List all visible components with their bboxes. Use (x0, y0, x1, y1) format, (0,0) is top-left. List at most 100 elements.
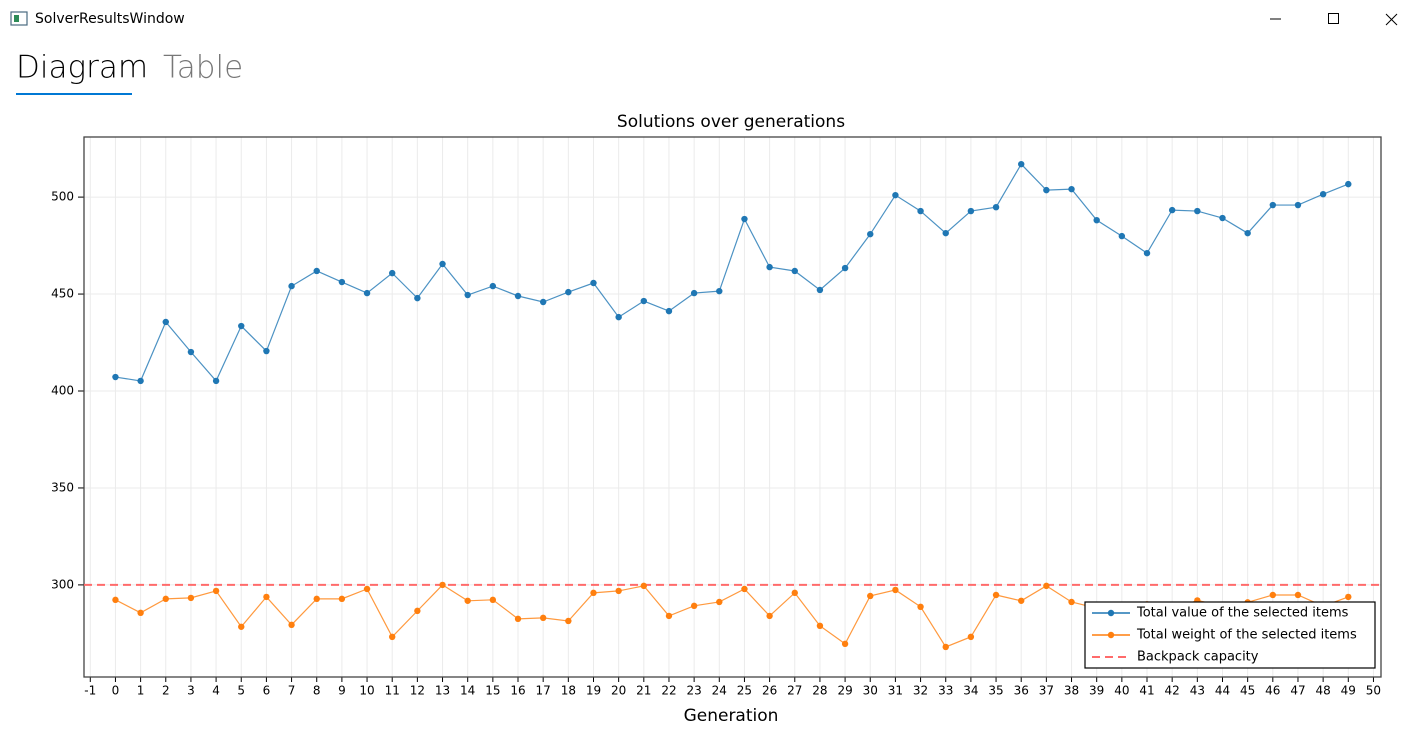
x-tick-label: 14 (460, 684, 475, 698)
legend: Total value of the selected items Total w… (1084, 601, 1376, 669)
legend-marker (1107, 631, 1115, 639)
data-point (942, 229, 949, 237)
data-point (1345, 180, 1352, 188)
x-tick-label: 21 (636, 684, 651, 698)
x-tick-label: 28 (812, 684, 827, 698)
x-tick-label: 11 (385, 684, 400, 698)
data-point (1043, 582, 1050, 590)
data-point (690, 602, 698, 610)
x-tick-label: 10 (359, 684, 374, 698)
data-point (1018, 160, 1025, 168)
data-point (1294, 201, 1302, 209)
x-tick-label: 5 (237, 684, 245, 698)
data-point (841, 264, 849, 272)
data-point (238, 623, 245, 630)
x-tick-label: 20 (611, 684, 626, 698)
data-point (992, 591, 1000, 599)
data-point (363, 585, 371, 593)
app-icon (10, 11, 28, 26)
x-tick-label: -1 (84, 684, 96, 698)
x-tick-label: 33 (938, 684, 953, 698)
data-point (464, 597, 471, 604)
x-tick-label: 34 (963, 684, 978, 698)
x-tick-label: 3 (187, 684, 195, 698)
x-tick-label: 42 (1165, 684, 1180, 698)
data-point (967, 207, 975, 215)
data-point (389, 269, 396, 277)
tab-underline (16, 93, 132, 95)
y-tick-label: 450 (51, 287, 74, 301)
data-point (489, 596, 497, 604)
data-point (1093, 216, 1100, 224)
data-point (741, 215, 748, 223)
data-point (917, 603, 924, 611)
x-tick-label: 37 (1039, 684, 1054, 698)
data-point (942, 643, 949, 651)
x-tick-label: 2 (162, 684, 170, 698)
data-point (1345, 593, 1352, 601)
legend-marker (1107, 609, 1115, 617)
data-point (539, 298, 547, 306)
data-point (640, 297, 648, 305)
data-point (187, 594, 195, 602)
data-point (791, 589, 798, 597)
data-point (187, 348, 195, 356)
data-point (389, 633, 396, 641)
x-tick-label: 9 (338, 684, 346, 698)
data-point (766, 263, 773, 271)
data-point (464, 291, 471, 299)
data-point (137, 377, 144, 385)
maximize-button[interactable] (1328, 13, 1339, 24)
data-point (992, 203, 1000, 211)
data-point (363, 289, 371, 297)
data-point (1319, 190, 1327, 198)
x-tick-label: 4 (212, 684, 220, 698)
x-tick-label: 0 (112, 684, 120, 698)
data-point (892, 586, 899, 594)
data-point (892, 191, 899, 199)
data-point (690, 289, 698, 297)
legend-label: Total value of the selected items (1136, 606, 1349, 621)
x-tick-label: 7 (288, 684, 296, 698)
data-point (967, 633, 975, 641)
y-tick-label: 350 (51, 480, 74, 494)
x-tick-label: 6 (263, 684, 271, 698)
data-point (1269, 591, 1277, 599)
data-point (665, 612, 673, 620)
data-point (791, 267, 798, 275)
data-point (414, 294, 421, 302)
x-tick-label: 23 (686, 684, 701, 698)
x-tick-label: 15 (485, 684, 500, 698)
data-point (1269, 201, 1277, 209)
data-point (816, 286, 824, 294)
x-tick-label: 47 (1290, 684, 1305, 698)
legend-box (1084, 601, 1376, 669)
tab-diagram[interactable]: Diagram (16, 50, 148, 86)
data-point (338, 595, 346, 603)
data-point (414, 607, 421, 615)
data-point (338, 278, 346, 286)
x-tick-label: 36 (1014, 684, 1029, 698)
data-point (565, 617, 572, 625)
x-tick-label: 27 (787, 684, 802, 698)
data-point (1018, 597, 1025, 604)
x-tick-label: 8 (313, 684, 321, 698)
data-point (1244, 229, 1251, 237)
tab-table[interactable]: Table (163, 50, 243, 86)
close-button[interactable] (1385, 13, 1398, 26)
data-point (565, 288, 572, 296)
x-tick-label: 50 (1366, 684, 1381, 698)
x-tick-label: 30 (863, 684, 878, 698)
x-tick-label: 44 (1215, 684, 1230, 698)
data-point (716, 287, 723, 295)
data-point (514, 615, 522, 623)
y-tick-label: 500 (51, 190, 74, 204)
x-tick-label: 22 (661, 684, 676, 698)
data-point (313, 595, 320, 603)
data-point (1043, 186, 1050, 194)
data-point (1118, 232, 1126, 240)
y-tick-label: 300 (51, 577, 74, 591)
data-point (816, 622, 824, 630)
data-point (1143, 249, 1151, 257)
